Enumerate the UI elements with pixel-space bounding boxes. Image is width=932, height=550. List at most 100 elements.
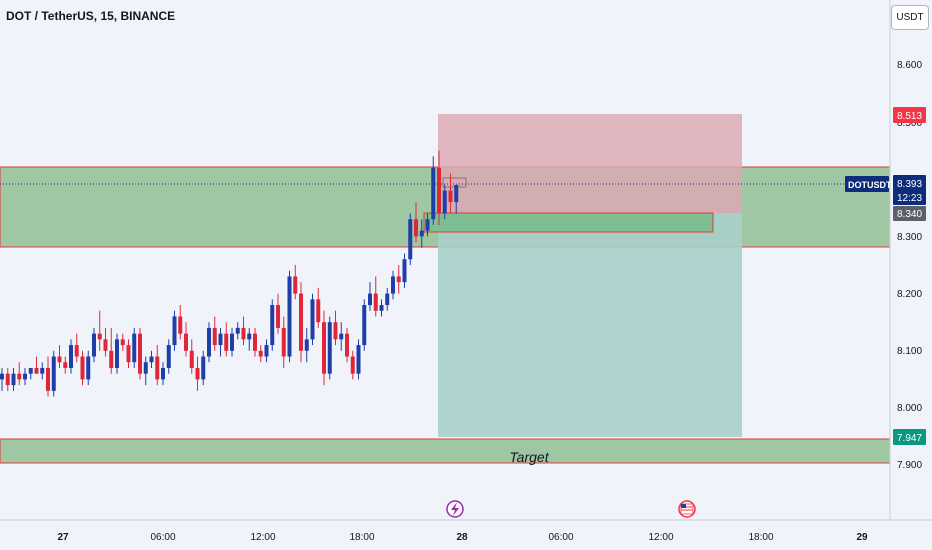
take-profit-area[interactable] — [438, 213, 742, 437]
candle-body — [195, 367, 200, 380]
symbol-badge-text: DOTUSDT — [848, 180, 892, 190]
candle-body — [86, 356, 91, 380]
candle-body — [184, 333, 188, 351]
candle-body — [287, 276, 292, 357]
last-price-badge — [893, 175, 926, 205]
candle-body — [345, 333, 349, 357]
symbol-badge — [845, 176, 889, 192]
x-tick: 12:00 — [250, 532, 275, 543]
candle-body — [115, 339, 119, 368]
entry-range-box[interactable] — [423, 212, 714, 233]
candle-body — [396, 276, 401, 283]
candle-body — [322, 322, 326, 374]
lightning-icon[interactable] — [446, 500, 464, 518]
candle-body — [304, 339, 309, 351]
candle-body — [454, 184, 459, 203]
x-tick: 18:00 — [748, 532, 773, 543]
target-price-text: 7.947 — [897, 433, 922, 444]
candle-body — [310, 299, 315, 340]
candle-body — [264, 345, 269, 357]
candle-body — [258, 350, 263, 357]
time-axis[interactable]: 27 06:00 12:00 18:00 28 06:00 12:00 18:0… — [0, 519, 932, 550]
candle-body — [143, 362, 148, 374]
x-tick: 29 — [856, 532, 868, 543]
x-tick: 12:00 — [648, 532, 673, 543]
x-tick: 06:00 — [150, 532, 175, 543]
y-tick: 7.900 — [897, 460, 922, 471]
candle-body — [92, 333, 96, 357]
candle-body — [281, 327, 286, 357]
candle-body — [138, 333, 142, 374]
candle-body — [207, 327, 211, 357]
candles-group — [0, 150, 459, 397]
candle-body — [414, 219, 418, 237]
x-tick: 27 — [57, 532, 69, 543]
stop-loss-area[interactable] — [438, 114, 742, 213]
entry-price-text: 8.340 — [897, 209, 922, 220]
candle-body — [368, 293, 372, 306]
candle-body — [247, 333, 252, 340]
candle-body — [241, 327, 246, 340]
candle-body — [189, 350, 194, 368]
stop-price-badge — [893, 107, 926, 123]
candle-body — [356, 345, 361, 374]
candle-body — [74, 345, 79, 357]
candle-body — [408, 219, 413, 260]
target-price-badge — [893, 429, 926, 445]
candle-body — [299, 293, 303, 351]
candle-body — [63, 362, 68, 368]
candle-body — [57, 356, 62, 363]
target-zone[interactable] — [0, 438, 891, 464]
candle-body — [23, 373, 27, 380]
candle-body — [97, 333, 102, 340]
candle-body — [235, 327, 240, 334]
candle-body — [0, 373, 4, 380]
candle-body — [391, 276, 395, 294]
chart-title: DOT / TetherUS, 15, BINANCE — [6, 9, 176, 23]
candle-body — [149, 356, 154, 363]
candle-body — [419, 230, 424, 237]
candle-body — [270, 305, 275, 346]
candle-body — [201, 356, 206, 380]
candle-body — [132, 333, 137, 363]
candle-body — [46, 367, 50, 391]
candle-body — [350, 356, 355, 374]
x-tick: 06:00 — [548, 532, 573, 543]
candle-body — [11, 373, 16, 386]
candle-body — [109, 350, 114, 368]
candle-body — [69, 345, 73, 368]
candle-body — [385, 293, 390, 306]
candle-body — [224, 333, 229, 351]
candle-body — [5, 373, 10, 386]
candle-body — [155, 356, 160, 380]
price-axis[interactable]: 8.600 8.500 8.300 8.200 8.100 8.000 7.90… — [845, 0, 932, 520]
candle-body — [166, 345, 171, 368]
candle-body — [126, 345, 131, 363]
candle-body — [379, 305, 384, 311]
candle-body — [17, 373, 22, 380]
target-label: Target — [509, 449, 549, 465]
candle-body — [40, 367, 45, 374]
us-flag-icon[interactable] — [678, 500, 696, 518]
candle-body — [218, 333, 223, 346]
entry-price-badge — [893, 206, 926, 221]
currency-button[interactable]: USDT — [891, 5, 929, 30]
candle-body — [425, 219, 430, 231]
candle-body — [161, 367, 165, 380]
candle-body — [431, 167, 436, 220]
candle-body — [253, 333, 257, 351]
candle-body — [448, 190, 453, 203]
y-tick: 8.100 — [897, 346, 922, 357]
candle-body — [333, 322, 338, 340]
candle-body — [327, 322, 332, 374]
candle-body — [28, 367, 33, 374]
candle-body — [103, 339, 108, 351]
candle-body — [120, 339, 125, 346]
y-tick: 8.300 — [897, 232, 922, 243]
stop-price-text: 8.513 — [897, 111, 922, 122]
candle-body — [442, 190, 447, 214]
candle-body — [178, 316, 183, 334]
y-tick: 8.000 — [897, 403, 922, 414]
candle-body — [362, 305, 367, 346]
